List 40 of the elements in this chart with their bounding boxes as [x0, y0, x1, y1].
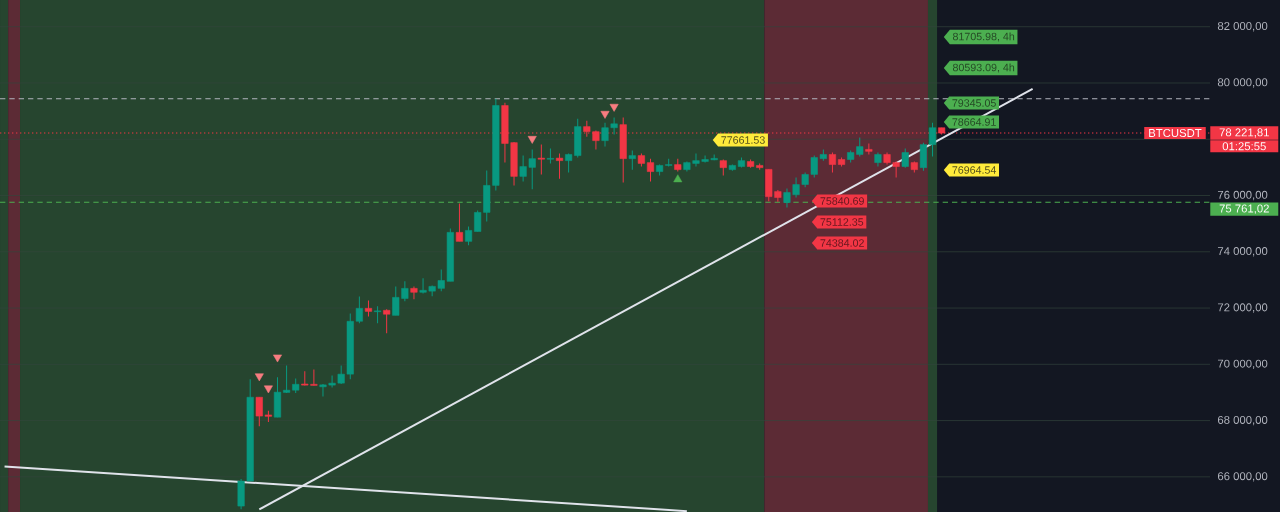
y-tick-label: 80 000,00 [1217, 78, 1268, 88]
candlestick [465, 225, 473, 246]
annotation: 79345.05 [952, 99, 996, 107]
y-tick-label: 70 000,00 [1217, 359, 1268, 369]
candlestick [901, 148, 909, 169]
y-tick-label: 82 000,00 [1217, 22, 1268, 32]
point [254, 373, 264, 382]
text: 01:25:55 [1222, 142, 1266, 151]
y-tick-label: 68 000,00 [1217, 415, 1268, 426]
annotation: 78664.91 [952, 118, 996, 126]
point [673, 174, 683, 183]
ref-line-label: 75 761,02 [1219, 204, 1269, 214]
annotation: 76964.54 [952, 166, 997, 174]
annotation: 80593.09, 4h [952, 63, 1015, 73]
y-tick-label: 74 000,00 [1217, 247, 1268, 257]
annotation: BTCUSDT [1149, 129, 1202, 138]
ref-line-label: 78 221,81 [1219, 128, 1269, 138]
point [527, 136, 537, 144]
candlestick [455, 202, 463, 242]
candlestick [628, 150, 636, 171]
y-tick-label: 66 000,00 [1217, 472, 1268, 482]
annotation: 74384.02 [820, 239, 864, 247]
point [609, 103, 619, 112]
candlestick [919, 142, 927, 172]
annotation: 75840.69 [820, 197, 864, 205]
point [600, 110, 610, 119]
point [273, 354, 282, 363]
annotation: 81705.98, 4h [952, 32, 1015, 42]
candlestick [928, 122, 937, 157]
candlestick [646, 158, 655, 182]
y-tick-label: 76 000,00 [1217, 190, 1268, 201]
point [263, 385, 273, 394]
candlestick [555, 153, 564, 180]
annotation: 77661.53 [721, 136, 765, 144]
y-tick-label: 72 000,00 [1217, 303, 1268, 313]
candlestick [828, 151, 836, 173]
annotation: 75112.35 [820, 218, 864, 226]
candlestick [537, 144, 545, 175]
candlestick [410, 285, 418, 300]
candlestick [383, 308, 391, 334]
